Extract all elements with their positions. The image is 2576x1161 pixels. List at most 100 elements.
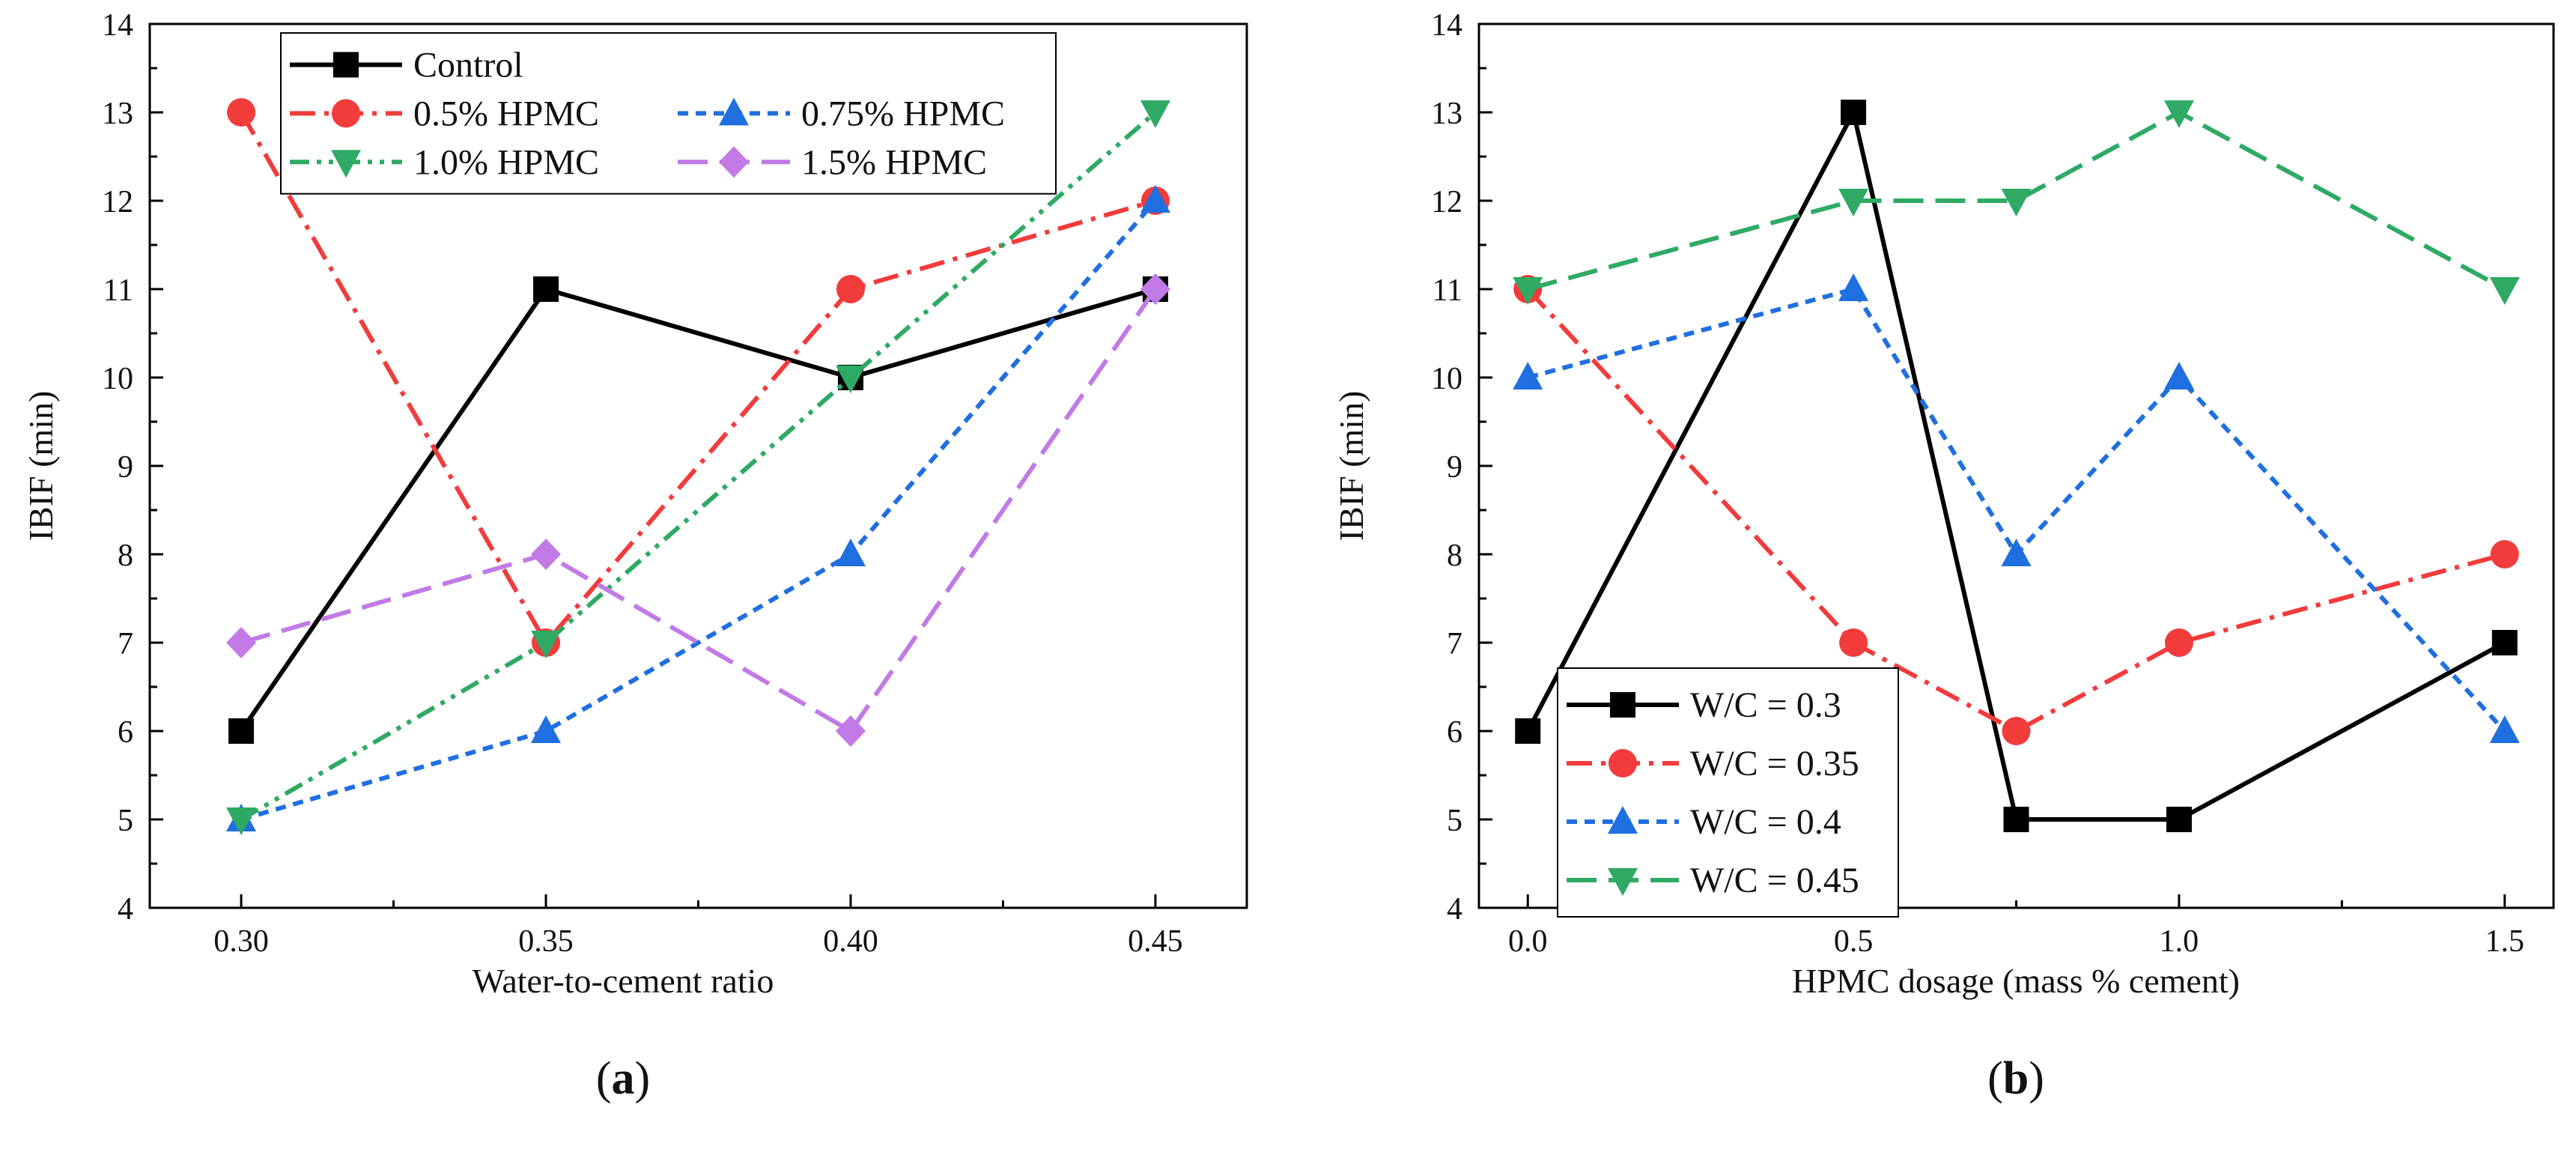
series-line [240,110,1157,822]
data-point [2001,189,2032,216]
y-tick-label: 5 [1447,804,1462,838]
data-point [533,276,559,302]
series-2 [1513,273,2520,743]
series-3 [226,100,1170,835]
y-axis-title: IBIF (min) [22,391,60,542]
x-tick-label: 0.40 [823,924,878,959]
legend-label: W/C = 0.45 [1690,861,1859,900]
x-tick-label: 0.35 [518,924,574,959]
legend-entry: 1.0% HPMC [290,142,599,182]
legend-marker [719,97,749,126]
x-tick-label: 0.30 [213,924,269,959]
x-tick-label: 1.0 [2160,924,2199,959]
y-tick-label: 13 [1431,97,1462,131]
legend-entry: W/C = 0.4 [1567,802,1841,842]
legend: Control 0.5% HPMC 0.75% HPMC 1.0% HPMC 1.5% … [280,32,1057,195]
y-tick-label: 9 [118,450,133,485]
data-point [2003,807,2029,832]
legend-label: Control [413,45,523,85]
legend-label: W/C = 0.35 [1690,744,1859,783]
legend-entry: W/C = 0.45 [1567,861,1859,900]
legend-entry: 0.5% HPMC [290,94,599,133]
y-tick-label: 12 [102,185,133,219]
legend-label: 1.0% HPMC [413,142,599,182]
series-line [240,288,1158,733]
panel-a-chart: 4 5 6 7 8 9 10 11 12 13 14 0.30 0.35 0.40 0.45 Water-to… [22,8,1248,1104]
y-tick-label: 4 [1447,892,1462,927]
series-line [1527,110,2506,291]
data-point [1140,100,1170,128]
y-tick-label: 8 [118,539,133,573]
data-point [531,631,562,658]
data-point [1841,100,1867,125]
y-tick-label: 10 [102,362,133,396]
legend-marker [333,52,359,78]
legend-box [280,32,1057,195]
legend-entry: Control [290,45,523,85]
legend-label: 0.75% HPMC [801,94,1005,133]
x-tick-label: 0.5 [1834,924,1874,959]
data-point [2489,715,2520,743]
series-3 [1513,100,2520,305]
data-point [1140,185,1170,213]
y-tick-label: 10 [1431,362,1462,396]
x-tick-label: 1.5 [2485,924,2525,959]
legend-entry: 1.5% HPMC [678,142,987,182]
legend-marker [331,150,361,178]
data-point [531,539,562,570]
y-tick-label: 4 [118,892,133,927]
y-tick-label: 5 [118,804,133,838]
data-point [2002,717,2031,745]
data-point [835,366,866,393]
legend-marker [1608,806,1638,834]
panel-label: (a) [596,1053,650,1104]
data-point [1515,718,1541,744]
series-line [1526,287,2506,733]
data-point [2001,539,2032,566]
legend-entry: W/C = 0.3 [1567,685,1841,725]
x-axis-title: Water-to-cement ratio [473,962,774,1000]
data-point [836,275,865,303]
y-tick-label: 12 [1431,185,1462,219]
data-point [531,715,562,743]
y-tick-label: 6 [118,715,133,750]
data-point [1839,628,1868,657]
legend-label: 0.5% HPMC [413,94,599,133]
series-line [240,199,1158,822]
legend-marker [1608,868,1638,896]
panel-label-letter: b [2003,1053,2029,1104]
y-axis-title: IBIF (min) [1332,391,1370,542]
x-tick-label: 0.45 [1128,924,1183,959]
legend: W/C = 0.3 W/C = 0.35 W/C = 0.4 W/C = 0.45 [1557,667,1899,918]
x-axis-title: HPMC dosage (mass % cement) [1792,962,2240,1000]
data-point [2166,807,2192,832]
y-tick-label: 11 [103,273,133,308]
y-tick-label: 13 [102,97,133,131]
legend-entry: W/C = 0.35 [1567,744,1859,783]
data-point [1838,273,1869,301]
data-point [2489,277,2520,305]
data-point [2163,362,2194,389]
data-point [835,715,866,747]
legend-label: W/C = 0.3 [1690,685,1841,725]
data-point [1513,277,1543,305]
series-line [1527,287,2506,733]
data-point [2490,540,2519,569]
data-point [226,627,257,658]
legend-label: 1.5% HPMC [801,142,987,182]
data-point [228,718,255,744]
data-point [227,98,256,127]
y-tick-label: 6 [1447,715,1462,750]
y-tick-label: 7 [1447,627,1462,661]
data-point [1140,273,1170,305]
panel-b-chart: 4 5 6 7 8 9 10 11 12 13 14 0.0 0.5 1.0 1.5 HPMC dosage … [1332,8,2555,1104]
legend-marker [1610,692,1635,718]
series-4 [226,273,1170,747]
legend-marker [1609,749,1637,777]
data-point [226,807,257,835]
data-point [1838,189,1869,216]
y-tick-label: 11 [1433,273,1462,308]
x-tick-label: 0.0 [1508,924,1548,959]
data-point [2164,628,2193,657]
series-2 [226,185,1170,831]
